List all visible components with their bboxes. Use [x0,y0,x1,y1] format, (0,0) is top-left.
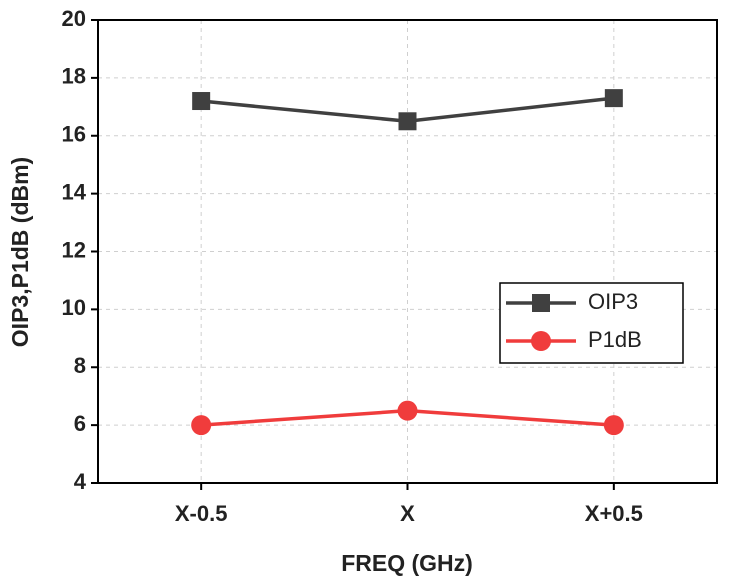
marker [397,400,418,421]
y-tick-label: 18 [62,64,86,89]
marker [192,92,211,111]
y-tick-label: 4 [74,469,87,494]
legend-box [499,282,684,364]
y-tick-label: 8 [74,353,86,378]
plot-frame [97,19,718,484]
marker [398,112,417,131]
y-axis-label: OIP3,P1dB (dBm) [7,157,33,347]
x-tick-label: X [400,501,415,526]
marker [603,415,624,436]
y-tick-label: 16 [62,122,86,147]
legend-marker [531,331,551,351]
legend-label: OIP3 [588,289,638,314]
marker [604,89,623,108]
x-tick-label: X-0.5 [175,501,228,526]
y-tick-label: 6 [74,411,86,436]
x-axis-label: FREQ (GHz) [341,550,473,576]
y-tick-label: 12 [62,237,86,262]
marker [191,415,212,436]
y-tick-label: 14 [62,179,87,204]
legend-label: P1dB [588,327,642,352]
x-tick-label: X+0.5 [585,501,643,526]
legend-marker [532,294,550,312]
y-tick-label: 10 [62,295,86,320]
y-tick-label: 20 [62,6,86,31]
